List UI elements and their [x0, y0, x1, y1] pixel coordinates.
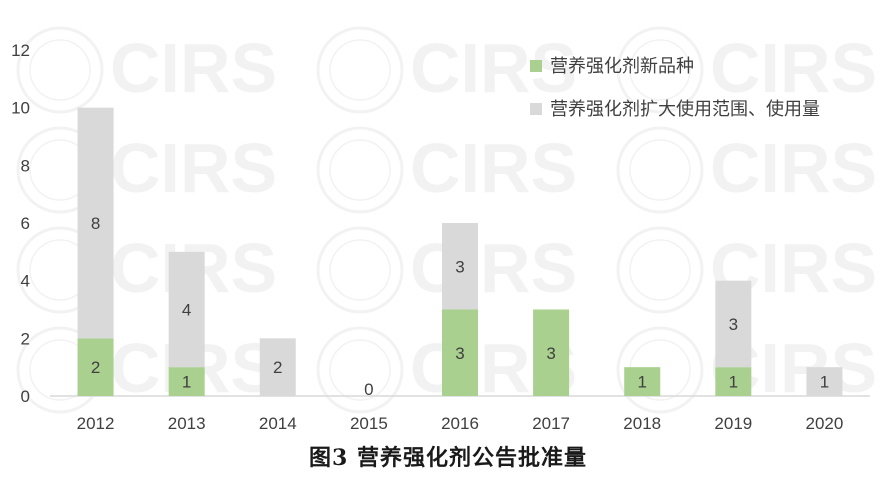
bar-segment-expanded-use	[715, 280, 752, 368]
x-tick-label: 2016	[441, 414, 479, 433]
data-label: 1	[637, 373, 646, 392]
bar-segment-new-variety	[442, 309, 478, 396]
data-label: 1	[182, 373, 191, 392]
watermark-mark: CIRS	[16, 326, 277, 414]
watermark-text: CIRS	[110, 129, 277, 207]
x-tick-label: 2019	[714, 414, 752, 433]
x-tick-label: 2013	[168, 414, 206, 433]
watermark-text: CIRS	[410, 129, 577, 207]
watermark-mark: CIRS	[616, 126, 877, 214]
data-label-zero: 0	[364, 380, 373, 399]
x-tick-label: 2018	[623, 414, 661, 433]
figure-caption: 图3 营养强化剂公告批准量	[309, 445, 587, 471]
bar-segment-expanded-use	[168, 251, 205, 368]
x-tick-label: 2020	[806, 414, 844, 433]
data-label: 2	[91, 358, 100, 377]
bar-segment-new-variety	[715, 367, 752, 396]
y-tick-label: 2	[21, 329, 30, 348]
data-label: 3	[546, 344, 555, 363]
bar-segment-new-variety	[77, 338, 114, 396]
x-tick-label: 2012	[77, 414, 115, 433]
y-tick-label: 6	[21, 214, 30, 233]
watermark-mark: CIRS	[616, 26, 877, 114]
data-label: 3	[455, 257, 464, 276]
y-tick-label: 0	[21, 387, 30, 406]
watermark-text: CIRS	[410, 29, 577, 107]
watermark-mark: CIRS	[16, 26, 277, 114]
chart: CIRS CIRS CIRS CIRS CIRS CIRS CIRS CIRS CIRS CIRS…	[11, 26, 877, 433]
watermark-text: CIRS	[110, 29, 277, 107]
watermark-mark: CIRS	[316, 126, 577, 214]
data-label: 3	[455, 344, 464, 363]
bar-segment-new-variety	[624, 367, 661, 396]
y-tick-label: 12	[11, 41, 30, 60]
watermark-text: CIRS	[410, 229, 577, 307]
data-label: 1	[729, 373, 738, 392]
watermark-mark: CIRS	[16, 226, 277, 314]
bar-segment-expanded-use	[442, 223, 478, 310]
watermark-mark: CIRS	[316, 26, 577, 114]
data-label: 1	[820, 373, 829, 392]
watermark: CIRS CIRS CIRS CIRS CIRS CIRS CIRS CIRS CIRS CIRS…	[16, 26, 877, 414]
y-tick-label: 4	[21, 272, 30, 291]
data-label: 2	[273, 358, 282, 377]
x-tick-label: 2014	[259, 414, 297, 433]
bar-segment-expanded-use	[806, 367, 843, 396]
x-tick-label: 2015	[350, 414, 388, 433]
legend-swatch	[530, 60, 542, 72]
data-label: 4	[182, 301, 191, 320]
legend-label: 营养强化剂扩大使用范围、使用量	[550, 99, 820, 120]
legend-swatch	[530, 103, 542, 115]
legend-label: 营养强化剂新品种	[550, 56, 694, 77]
watermark-mark: CIRS	[616, 226, 877, 314]
watermark-mark: CIRS	[16, 126, 277, 214]
bars	[77, 107, 843, 396]
watermark-mark: CIRS	[316, 226, 577, 314]
bar-segment-expanded-use	[77, 107, 114, 339]
x-tick-label: 2017	[532, 414, 570, 433]
bar-segment-expanded-use	[259, 338, 296, 396]
watermark-text: CIRS	[710, 29, 877, 107]
data-label: 8	[91, 214, 100, 233]
y-tick-label: 8	[21, 156, 30, 175]
bar-segment-new-variety	[168, 367, 205, 396]
bar-segment-new-variety	[533, 309, 570, 396]
watermark-text: CIRS	[710, 129, 877, 207]
data-label: 3	[729, 315, 738, 334]
y-tick-label: 10	[11, 99, 30, 118]
